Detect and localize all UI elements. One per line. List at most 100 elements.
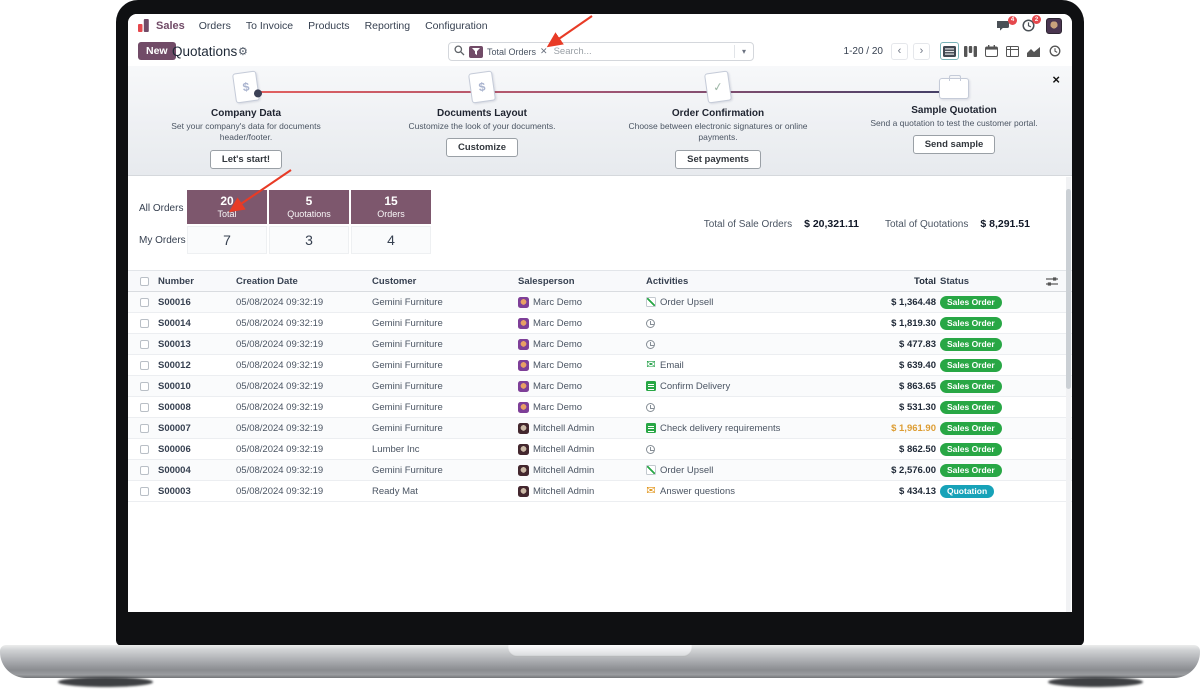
pager-prev-button[interactable]: ‹ xyxy=(891,42,908,60)
onboarding-step-documents-layout: Documents Layout Customize the look of y… xyxy=(372,70,592,158)
table-row[interactable]: S00007 05/08/2024 09:32:19 Gemini Furnitur… xyxy=(128,418,1072,439)
row-checkbox[interactable] xyxy=(140,381,149,391)
lets-start-button[interactable]: Let's start! xyxy=(209,149,283,169)
col-creation-date[interactable]: Creation Date xyxy=(236,275,298,287)
activity-view-button[interactable] xyxy=(1045,42,1064,60)
cell-number: S00006 xyxy=(158,443,191,455)
card-orders-value: 15 xyxy=(384,194,398,209)
table-row[interactable]: S00014 05/08/2024 09:32:19 Gemini Furnitur… xyxy=(128,313,1072,334)
calendar-view-button[interactable] xyxy=(982,42,1001,60)
top-navbar: Sales Orders To Invoice Products Reporti… xyxy=(128,14,1072,37)
menu-to-invoice[interactable]: To Invoice xyxy=(245,19,294,32)
activity-icon[interactable] xyxy=(646,339,655,349)
activity-icon[interactable] xyxy=(646,360,656,370)
app-menu-sales[interactable]: Sales xyxy=(156,19,185,32)
activity-icon[interactable] xyxy=(646,402,655,412)
card-total-value: 20 xyxy=(220,194,234,209)
card-quotations-my[interactable]: 3 xyxy=(269,226,349,254)
row-checkbox[interactable] xyxy=(140,360,149,370)
search-filter-tag: Total Orders xyxy=(487,46,537,57)
row-checkbox[interactable] xyxy=(140,339,149,349)
search-dropdown-caret-icon[interactable]: ▾ xyxy=(733,45,748,58)
select-all-checkbox[interactable] xyxy=(140,276,149,286)
kanban-view-button[interactable] xyxy=(961,42,980,60)
col-status[interactable]: Status xyxy=(940,275,970,287)
activity-text: Order Upsell xyxy=(660,464,714,476)
card-total[interactable]: 20 Total xyxy=(187,190,267,224)
row-checkbox[interactable] xyxy=(140,402,149,412)
cell-number: S00004 xyxy=(158,464,191,476)
status-badge: Sales Order xyxy=(940,400,1002,414)
row-checkbox[interactable] xyxy=(140,297,149,307)
table-row[interactable]: S00010 05/08/2024 09:32:19 Gemini Furnitur… xyxy=(128,376,1072,397)
scrollbar-thumb[interactable] xyxy=(1066,189,1071,389)
activity-icon[interactable] xyxy=(646,318,655,328)
graph-view-button[interactable] xyxy=(1024,42,1043,60)
table-row[interactable]: S00012 05/08/2024 09:32:19 Gemini Furnitur… xyxy=(128,355,1072,376)
row-checkbox[interactable] xyxy=(140,465,149,475)
table-row[interactable]: S00003 05/08/2024 09:32:19 Ready Mat Mitche… xyxy=(128,481,1072,502)
activities-icon[interactable]: 2 xyxy=(1022,15,1041,32)
menu-reporting[interactable]: Reporting xyxy=(364,19,411,32)
cell-number: S00007 xyxy=(158,422,191,434)
col-number[interactable]: Number xyxy=(158,275,194,287)
menu-configuration[interactable]: Configuration xyxy=(425,19,488,32)
row-checkbox[interactable] xyxy=(140,423,149,433)
activities-badge: 2 xyxy=(1032,15,1041,24)
activity-icon[interactable] xyxy=(646,486,656,496)
close-icon[interactable]: × xyxy=(1052,72,1060,87)
send-sample-button[interactable]: Send sample xyxy=(912,135,996,155)
cell-customer: Gemini Furniture xyxy=(372,401,443,413)
remove-filter-icon[interactable]: ✕ xyxy=(540,46,548,56)
activity-icon[interactable] xyxy=(646,381,656,391)
cell-salesperson: Marc Demo xyxy=(533,338,583,350)
activity-icon[interactable] xyxy=(646,297,656,307)
list-view-button[interactable] xyxy=(940,42,959,60)
search-bar[interactable]: Total Orders ✕ ▾ xyxy=(448,42,754,61)
row-checkbox[interactable] xyxy=(140,444,149,454)
row-checkbox[interactable] xyxy=(140,318,149,328)
filter-icon xyxy=(469,45,483,58)
activity-icon[interactable] xyxy=(646,444,655,454)
col-customer[interactable]: Customer xyxy=(372,275,417,287)
table-row[interactable]: S00004 05/08/2024 09:32:19 Gemini Furnitur… xyxy=(128,460,1072,481)
menu-orders[interactable]: Orders xyxy=(198,19,231,32)
activity-icon[interactable] xyxy=(646,465,656,475)
scrollbar-track[interactable] xyxy=(1066,177,1071,612)
adjust-columns-icon[interactable] xyxy=(1046,276,1058,290)
col-total[interactable]: Total xyxy=(914,275,936,287)
set-payments-button[interactable]: Set payments xyxy=(675,149,761,169)
all-orders-label: All Orders xyxy=(139,203,184,214)
status-badge: Sales Order xyxy=(940,316,1002,330)
row-checkbox[interactable] xyxy=(140,486,149,496)
card-quotations[interactable]: 5 Quotations xyxy=(269,190,349,224)
pivot-view-button[interactable] xyxy=(1003,42,1022,60)
odoo-logo-icon[interactable] xyxy=(138,19,149,32)
table-row[interactable]: S00008 05/08/2024 09:32:19 Gemini Furnitur… xyxy=(128,397,1072,418)
messages-icon[interactable]: 4 xyxy=(997,15,1017,32)
laptop-base xyxy=(0,645,1200,678)
card-orders-my[interactable]: 4 xyxy=(351,226,431,254)
status-badge: Sales Order xyxy=(940,295,1002,309)
col-activities[interactable]: Activities xyxy=(646,275,689,287)
cell-customer: Gemini Furniture xyxy=(372,296,443,308)
salesperson-avatar xyxy=(518,422,529,434)
activity-text: Answer questions xyxy=(660,485,735,497)
table-row[interactable]: S00016 05/08/2024 09:32:19 Gemini Furnitur… xyxy=(128,292,1072,313)
status-badge: Sales Order xyxy=(940,463,1002,477)
activity-icon[interactable] xyxy=(646,423,656,433)
col-salesperson[interactable]: Salesperson xyxy=(518,275,575,287)
pager-next-button[interactable]: › xyxy=(913,42,930,60)
cell-salesperson: Marc Demo xyxy=(533,296,583,308)
menu-products[interactable]: Products xyxy=(308,19,350,32)
status-badge: Sales Order xyxy=(940,442,1002,456)
new-button[interactable]: New xyxy=(138,42,176,60)
gear-icon[interactable]: ⚙ xyxy=(238,46,248,58)
card-orders[interactable]: 15 Orders xyxy=(351,190,431,224)
card-total-my[interactable]: 7 xyxy=(187,226,267,254)
customize-button[interactable]: Customize xyxy=(445,138,519,158)
table-row[interactable]: S00013 05/08/2024 09:32:19 Gemini Furnitur… xyxy=(128,334,1072,355)
search-input[interactable] xyxy=(553,46,734,57)
user-avatar[interactable] xyxy=(1046,17,1062,34)
table-row[interactable]: S00006 05/08/2024 09:32:19 Lumber Inc Mitch… xyxy=(128,439,1072,460)
